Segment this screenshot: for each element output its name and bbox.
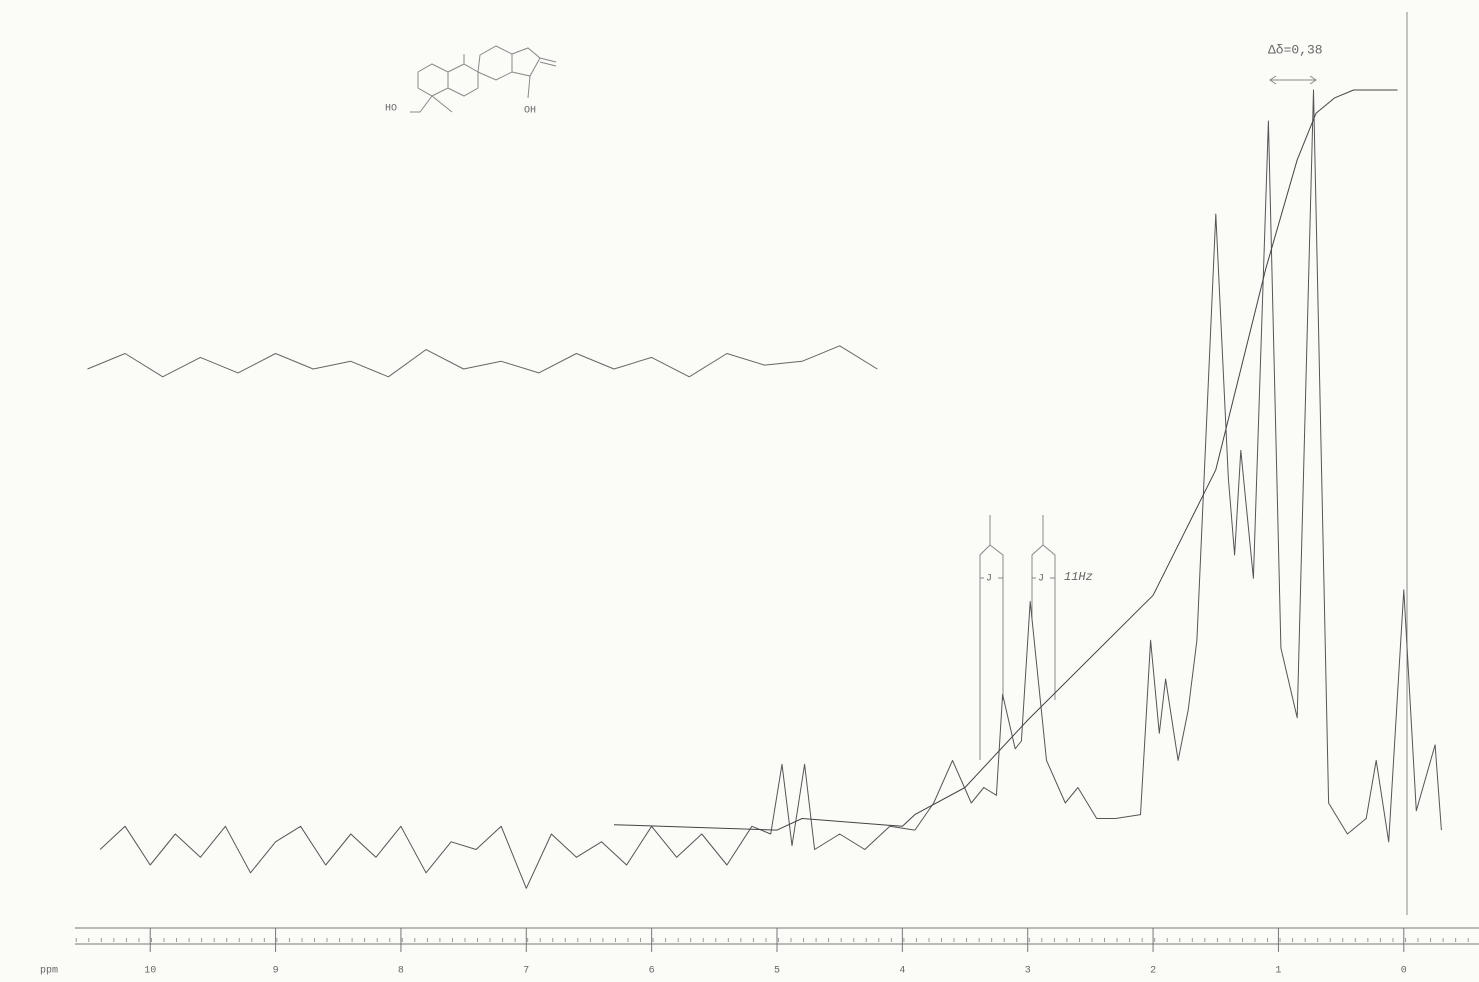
annotation: 11Hz xyxy=(1064,570,1093,584)
x-tick-label: 8 xyxy=(398,966,404,977)
series-line xyxy=(100,90,1441,888)
series-line xyxy=(614,90,1398,830)
chart: ppm Δδ=0,38 J J 11Hz HO OH 109876543210 xyxy=(0,0,1479,982)
annotation: J xyxy=(1038,574,1044,585)
x-tick-label: 2 xyxy=(1150,966,1156,977)
x-tick-label: 7 xyxy=(523,966,529,977)
x-tick-label: 9 xyxy=(273,966,279,977)
page: {"chart_data": { "type": "line", "x_labe… xyxy=(0,0,1479,982)
annotation: Δδ=0,38 xyxy=(1268,42,1323,57)
structure xyxy=(410,46,556,112)
annotation: OH xyxy=(524,106,536,117)
x-tick-label: 0 xyxy=(1401,966,1407,977)
x-tick-label: 1 xyxy=(1275,966,1281,977)
x-tick-label: 6 xyxy=(649,966,655,977)
x-tick-label: 5 xyxy=(774,966,780,977)
coupling-bracket xyxy=(980,515,1055,760)
x-tick-label: 3 xyxy=(1025,966,1031,977)
annotation: HO xyxy=(385,104,397,115)
shift-arrow xyxy=(1270,76,1316,84)
x-tick-label: 4 xyxy=(899,966,905,977)
x-tick-label: 10 xyxy=(144,966,156,977)
series-line xyxy=(88,346,878,377)
annotation: J xyxy=(986,574,992,585)
x-axis-label: ppm xyxy=(40,966,58,977)
